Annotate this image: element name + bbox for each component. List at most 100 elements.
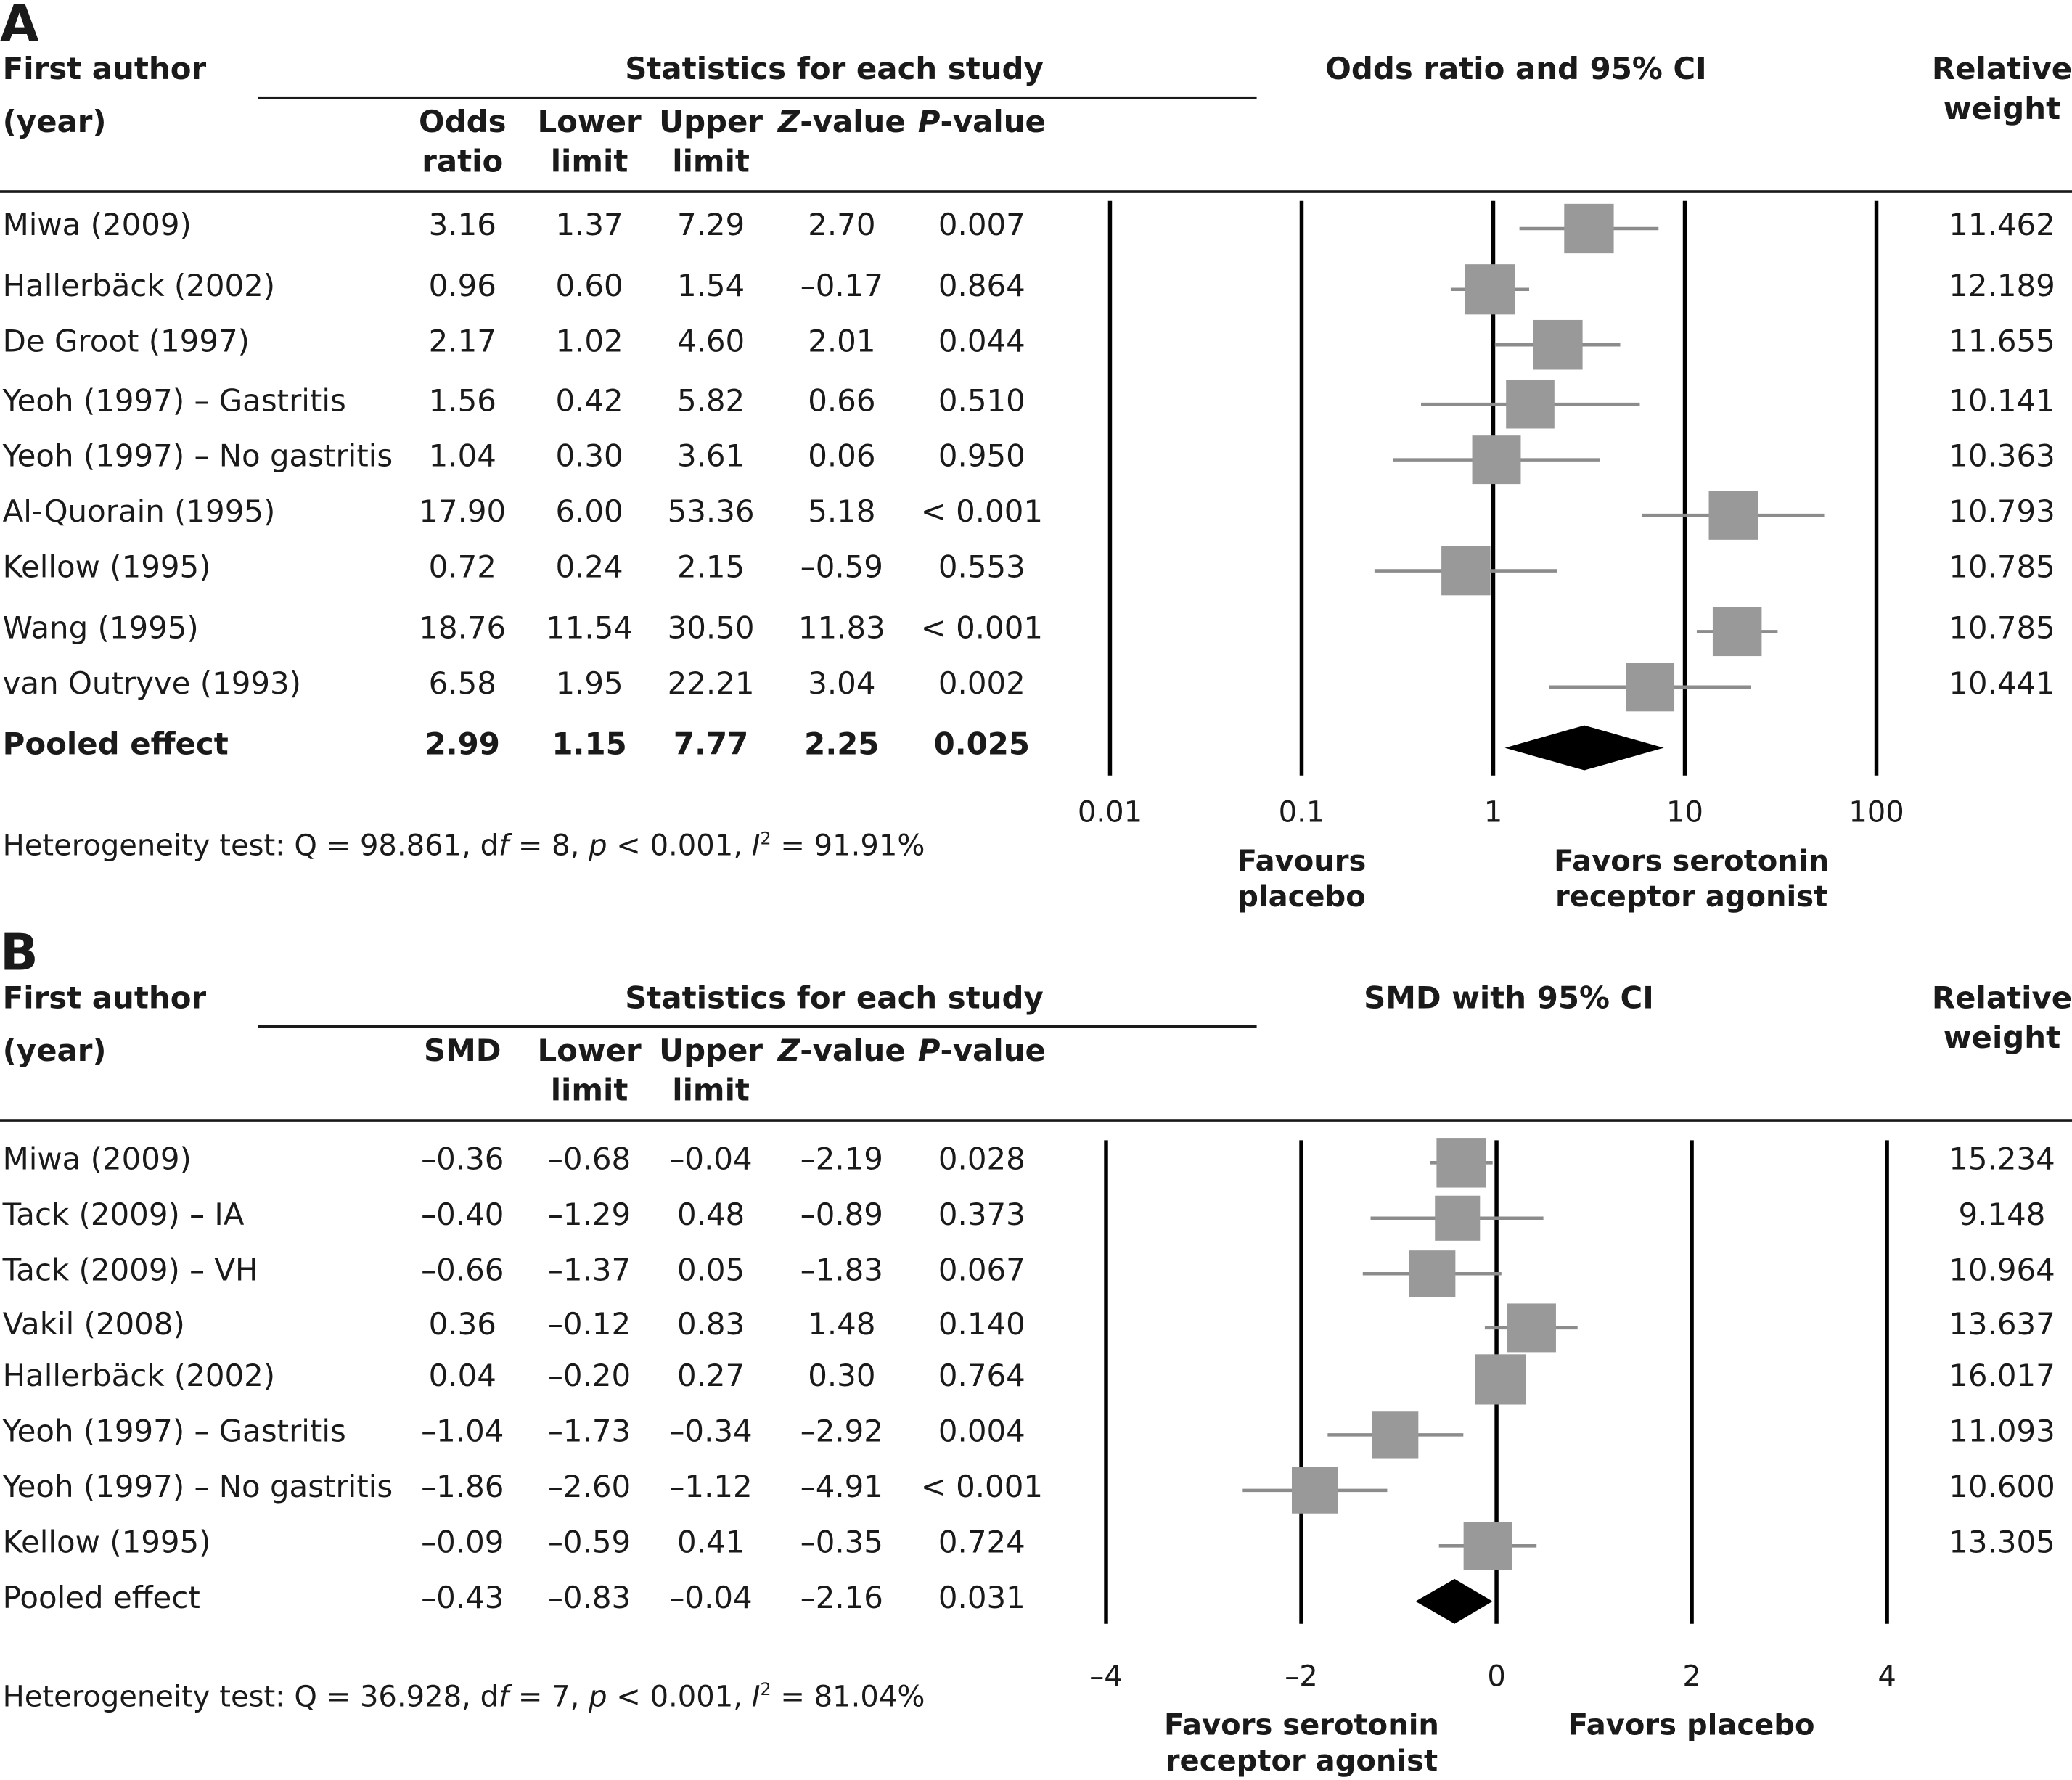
p-value-header: P-value: [903, 106, 1061, 140]
study-row-lower: –0.12: [547, 1308, 631, 1342]
x-tick-label: 2: [1682, 1660, 1700, 1693]
study-row-est: 0.36: [428, 1308, 496, 1342]
heterogeneity-df-symbol: f: [499, 1681, 509, 1715]
column-header-col3-line2: limit: [672, 145, 750, 180]
study-row-p: 0.002: [938, 667, 1025, 702]
x-tick-label: –2: [1285, 1660, 1318, 1693]
heterogeneity-q: Heterogeneity test: Q = 98.861, d: [2, 830, 499, 864]
study-row-weight: 9.148: [1958, 1198, 2046, 1233]
header-rule: [0, 190, 2072, 193]
z-value-header-rest: -value: [800, 1034, 906, 1070]
study-row-weight: 13.305: [1949, 1526, 2055, 1561]
study-row-upper: 7.29: [676, 208, 745, 244]
study-row-p: 0.553: [938, 551, 1025, 586]
pooled-effect-row-author: Pooled effect: [2, 728, 229, 763]
heterogeneity-df-symbol: f: [499, 830, 509, 864]
study-row-author: Kellow (1995): [2, 551, 211, 586]
effect-square: [1472, 435, 1521, 485]
study-row-est: –0.40: [421, 1198, 504, 1233]
study-row-weight: 13.637: [1949, 1308, 2055, 1342]
study-row-lower: –0.59: [547, 1526, 631, 1561]
column-header-col2-line1: Lower: [537, 105, 642, 141]
pooled-effect-row-upper: 7.77: [673, 728, 749, 763]
study-row-est: 3.16: [428, 208, 496, 244]
study-row-upper: 0.41: [676, 1526, 745, 1561]
study-row-lower: –0.20: [547, 1359, 631, 1394]
study-row-weight: 11.462: [1949, 208, 2055, 244]
study-row-lower: –1.37: [547, 1253, 631, 1289]
study-row-z: 11.83: [798, 612, 885, 647]
study-row-lower: –1.73: [547, 1415, 631, 1450]
x-tick-label: –4: [1089, 1660, 1123, 1693]
heterogeneity-i: = 91.91%: [771, 830, 925, 864]
study-row-lower: 6.00: [555, 495, 623, 530]
effect-square: [1372, 1411, 1419, 1459]
study-row-weight: 10.363: [1949, 440, 2055, 475]
study-row-lower: 0.60: [555, 269, 623, 304]
relative-weight-header-line2: weight: [1943, 1021, 2061, 1056]
study-row-author: Miwa (2009): [2, 1142, 192, 1178]
heterogeneity-p: < 0.001,: [607, 830, 752, 864]
pooled-effect-row-z: 2.25: [804, 728, 880, 763]
study-row-p: < 0.001: [920, 495, 1044, 530]
heterogeneity-p-symbol: p: [589, 1681, 607, 1715]
z-value-header-rest: -value: [800, 105, 906, 141]
effect-square: [1475, 1354, 1526, 1405]
study-row-est: –1.04: [421, 1415, 504, 1450]
study-row-z: 0.66: [808, 384, 876, 419]
study-row-p: 0.510: [938, 384, 1025, 419]
effect-square: [1463, 1522, 1512, 1570]
favors-left-label-line1: Favours: [1237, 845, 1367, 879]
study-row-lower: –1.29: [547, 1198, 631, 1233]
column-header-col2-line1: Lower: [537, 1034, 642, 1070]
pooled-effect-row-est: –0.43: [421, 1581, 504, 1616]
study-row-lower: –2.60: [547, 1470, 631, 1505]
pooled-effect-row-upper: –0.04: [669, 1581, 753, 1616]
study-row-author: Yeoh (1997) – No gastritis: [2, 440, 393, 475]
study-row-author: Miwa (2009): [2, 208, 192, 244]
heterogeneity-i-superscript: 2: [760, 829, 771, 850]
study-row-z: –1.83: [800, 1253, 883, 1289]
plot-title: SMD with 95% CI: [1364, 981, 1654, 1017]
study-row-lower: 11.54: [546, 612, 634, 647]
study-row-z: –2.92: [800, 1415, 883, 1450]
heterogeneity-i-symbol: I: [751, 830, 761, 864]
study-row-est: –0.09: [421, 1526, 504, 1561]
z-value-header-italic-letter: Z: [777, 105, 800, 141]
x-tick-label: 0.1: [1279, 796, 1325, 829]
study-row-est: 1.56: [428, 384, 496, 419]
effect-square: [1533, 319, 1583, 370]
study-row-p: 0.140: [938, 1308, 1025, 1342]
study-row-author: Yeoh (1997) – No gastritis: [2, 1470, 393, 1505]
study-row-author: Tack (2009) – IA: [2, 1198, 245, 1233]
study-row-upper: 4.60: [676, 324, 745, 360]
study-row-upper: –0.04: [669, 1142, 753, 1178]
study-row-weight: 10.793: [1949, 495, 2055, 530]
study-row-lower: 1.37: [555, 208, 623, 244]
study-row-p: 0.724: [938, 1526, 1025, 1561]
x-tick-label: 4: [1878, 1660, 1896, 1693]
study-row-weight: 11.093: [1949, 1415, 2055, 1450]
study-row-author: van Outryve (1993): [2, 667, 302, 702]
effect-square: [1712, 607, 1762, 657]
study-row-lower: 1.02: [555, 324, 623, 360]
first-author-header: First author: [2, 52, 207, 88]
study-row-upper: –0.34: [669, 1415, 753, 1450]
study-row-z: 0.06: [808, 440, 876, 475]
pooled-effect-row-z: –2.16: [800, 1581, 883, 1616]
relative-weight-header-line1: Relative: [1931, 52, 2072, 88]
heterogeneity-i-symbol: I: [751, 1681, 761, 1715]
year-header: (year): [2, 105, 107, 141]
effect-square: [1506, 380, 1555, 429]
column-header-col3-line2: limit: [672, 1074, 750, 1109]
effect-square: [1436, 1138, 1486, 1188]
study-row-z: 1.48: [808, 1308, 876, 1342]
study-row-upper: 30.50: [667, 612, 755, 647]
effect-square: [1291, 1467, 1338, 1514]
effect-square: [1626, 663, 1675, 712]
plot-title: Odds ratio and 95% CI: [1325, 52, 1707, 88]
effect-square: [1564, 203, 1614, 254]
study-row-z: –0.59: [800, 551, 883, 586]
effect-square: [1435, 1195, 1481, 1241]
study-row-weight: 10.141: [1949, 384, 2055, 419]
